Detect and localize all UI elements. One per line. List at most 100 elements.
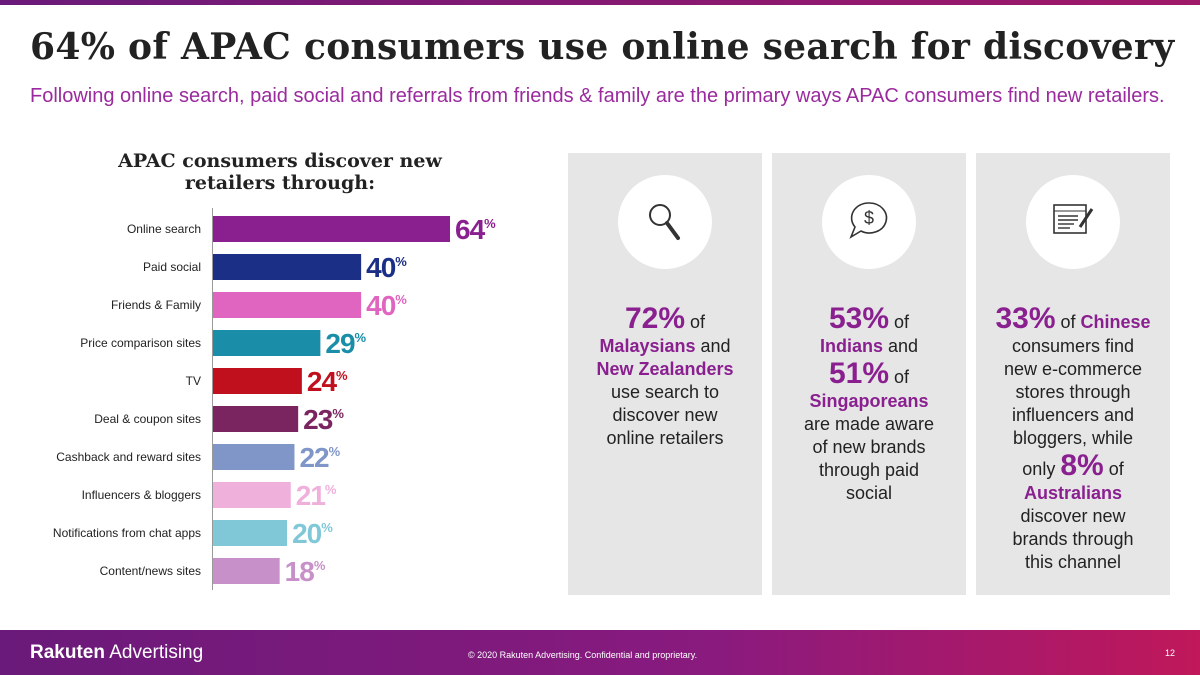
panel-line: 51% of — [772, 358, 966, 390]
page-number: 12 — [1165, 648, 1176, 658]
panel-text: 33% of Chinese consumers find new e-commer… — [976, 303, 1170, 574]
category-label: Cashback and reward sites — [56, 450, 201, 464]
value-label: 23% — [303, 404, 344, 435]
chart-title: APAC consumers discover new retailers th… — [118, 150, 442, 194]
panel-line: only 8% of — [976, 450, 1170, 482]
text-run: 72% — [624, 302, 686, 335]
text-run: 53% — [828, 302, 890, 335]
search-icon — [649, 204, 680, 240]
text-run: new e-commerce — [1003, 359, 1143, 379]
text-run: 8% — [1060, 449, 1104, 482]
text-run: through paid — [818, 460, 920, 480]
panel-line: New Zealanders — [568, 358, 762, 381]
text-run: discover new — [1020, 506, 1126, 526]
icon-circle: $ — [822, 175, 916, 269]
text-run: of — [1103, 459, 1124, 479]
panel-line: new e-commerce — [976, 358, 1170, 381]
text-run: of new brands — [812, 437, 926, 457]
category-label: Price comparison sites — [80, 336, 201, 350]
value-label: 22% — [299, 442, 340, 473]
text-run: only — [1022, 459, 1061, 479]
panel-line: consumers find — [976, 335, 1170, 358]
panel-text: 72% of Malaysians and New Zealanders use se… — [568, 303, 762, 450]
category-label: TV — [186, 374, 201, 388]
panel-line: through paid — [772, 459, 966, 482]
text-run: Indians — [819, 336, 883, 356]
category-label: Notifications from chat apps — [53, 526, 201, 540]
text-run: and — [882, 336, 919, 356]
category-label: Content/news sites — [100, 564, 201, 578]
panel-line: brands through — [976, 528, 1170, 551]
panel-line: of new brands — [772, 436, 966, 459]
text-run: online retailers — [606, 428, 724, 448]
text-run: Malaysians — [599, 336, 696, 356]
text-run: consumers find — [1011, 336, 1135, 356]
text-run: influencers and — [1011, 405, 1135, 425]
svg-text:$: $ — [864, 208, 874, 228]
title: 64% of APAC consumers use online search … — [30, 26, 1175, 68]
value-label: 29% — [325, 328, 366, 359]
panel-line: stores through — [976, 381, 1170, 404]
text-run: of — [889, 367, 910, 387]
bar — [213, 406, 299, 432]
panel-line: Malaysians and — [568, 335, 762, 358]
panel-line: social — [772, 482, 966, 505]
panel-line: bloggers, while — [976, 427, 1170, 450]
brand: Rakuten Advertising — [30, 642, 203, 664]
panel: 72% of Malaysians and New Zealanders use se… — [568, 153, 762, 595]
text-run: are made aware — [803, 414, 935, 434]
bar — [213, 444, 295, 470]
panel-line: are made aware — [772, 413, 966, 436]
bar — [213, 216, 450, 242]
chart: APAC consumers discover new retailers th… — [53, 150, 497, 590]
value-label: 18% — [285, 556, 326, 587]
icon-circle — [1026, 175, 1120, 269]
subtitle: Following online search, paid social and… — [30, 85, 1165, 107]
value-label: 40% — [366, 290, 407, 321]
text-run: stores through — [1015, 382, 1131, 402]
text-run: brands through — [1012, 529, 1134, 549]
text-run: bloggers, while — [1012, 428, 1134, 448]
bar — [213, 368, 302, 394]
top-bar — [0, 0, 1200, 5]
bar — [213, 520, 288, 546]
panel: 33% of Chinese consumers find new e-commer… — [976, 153, 1170, 595]
bar — [213, 254, 362, 280]
panel-line: 72% of — [568, 303, 762, 335]
panel-line: use search to — [568, 381, 762, 404]
text-run: and — [695, 336, 731, 356]
bar — [213, 482, 291, 508]
category-label: Paid social — [143, 260, 201, 274]
text-run: Chinese — [1080, 312, 1151, 332]
text-run: Singaporeans — [809, 391, 929, 411]
footer: Rakuten Advertising © 2020 Rakuten Adver… — [0, 630, 1200, 675]
text-run: 33% — [995, 302, 1056, 335]
bar — [213, 292, 362, 318]
panel: $ 53% of Indians and 51% of Singaporeans are… — [772, 153, 966, 595]
text-run: New Zealanders — [596, 359, 734, 379]
text-run: of — [1055, 312, 1081, 332]
text-run: of — [889, 312, 910, 332]
panel-line: 33% of Chinese — [976, 303, 1170, 335]
brand-name: Advertising — [109, 642, 204, 663]
text-run: Australians — [1023, 483, 1123, 503]
copyright: © 2020 Rakuten Advertising. Confidential… — [468, 650, 698, 660]
browser-icon — [1053, 204, 1094, 234]
value-label: 20% — [292, 518, 333, 549]
bar — [213, 330, 321, 356]
panel-line: 53% of — [772, 303, 966, 335]
text-run: social — [845, 483, 893, 503]
category-label: Deal & coupon sites — [94, 412, 201, 426]
value-label: 24% — [307, 366, 348, 397]
text-run: 51% — [828, 357, 890, 390]
text-run: of — [685, 312, 706, 332]
panel-line: discover new — [976, 505, 1170, 528]
panel-line: Singaporeans — [772, 390, 966, 413]
value-label: 21% — [296, 480, 337, 511]
panel-line: Australians — [976, 482, 1170, 505]
brand-bold: Rakuten — [30, 642, 105, 663]
category-label: Friends & Family — [111, 298, 201, 312]
text-run: discover new — [612, 405, 718, 425]
panel-line: discover new — [568, 404, 762, 427]
